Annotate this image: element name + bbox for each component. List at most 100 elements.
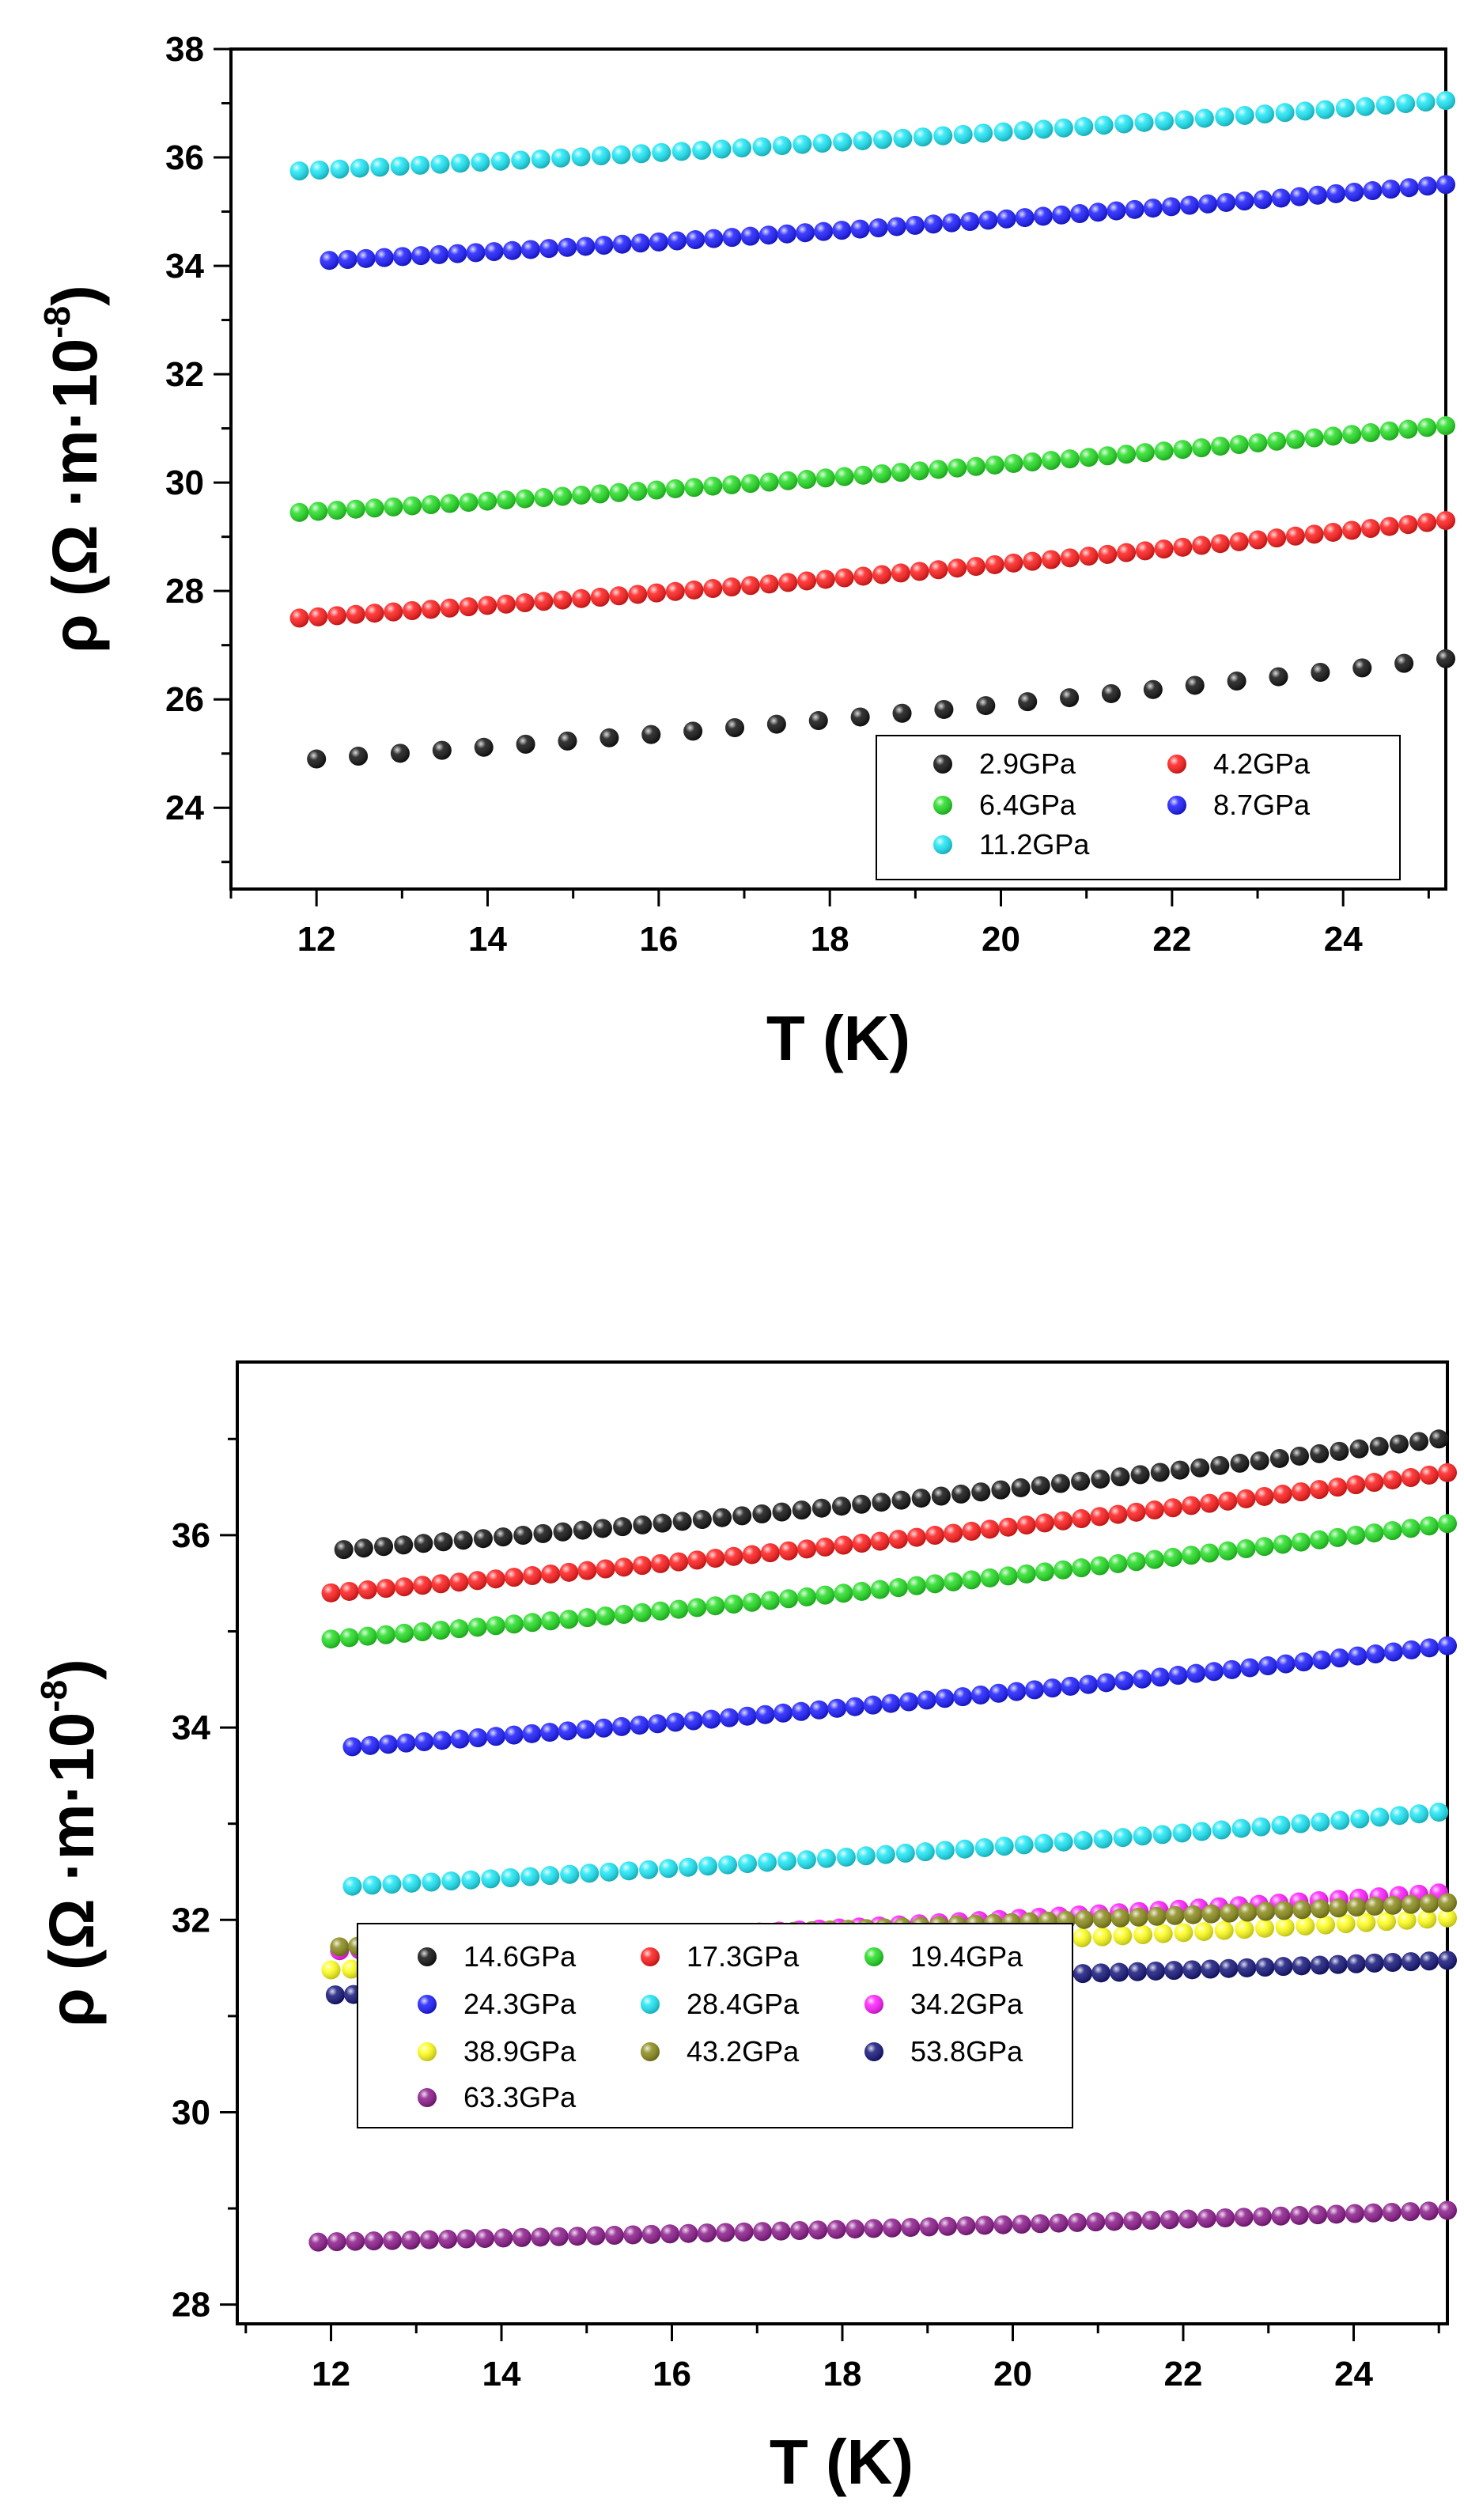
chart-1-data-point-highlight (1381, 180, 1401, 199)
chart-2-series-63.3GPa (308, 2200, 1457, 2252)
chart-1-data-point-highlight (384, 497, 403, 516)
chart-2-data-point-highlight (1031, 2214, 1050, 2234)
chart-1-data-point-highlight (1074, 117, 1094, 137)
chart-1-data-point-highlight (390, 157, 410, 176)
chart-2-data-point-highlight (449, 1572, 469, 1592)
chart-2-series-14.6GPa (334, 1429, 1449, 1560)
chart-2-data-point-highlight (1024, 1680, 1044, 1700)
chart-1-data-point-highlight (1079, 547, 1099, 566)
chart-2-data-point-highlight (1255, 1958, 1275, 1977)
chart-2-data-point-highlight (1347, 1898, 1367, 1917)
chart-2-data-point-highlight (876, 1845, 895, 1864)
chart-2-data-point-highlight (504, 1614, 524, 1634)
chart-2-data-point-highlight (334, 1540, 354, 1560)
chart-2-data-point-highlight (1172, 1823, 1192, 1843)
chart-2-data-point-highlight (357, 1626, 377, 1646)
chart-2-data-point-highlight (974, 1837, 994, 1857)
chart-1-data-point-highlight (1267, 528, 1287, 548)
chart-2-legend-marker-highlight (641, 1995, 660, 2014)
chart-2-data-point-highlight (1236, 1489, 1256, 1508)
chart-2-data-point-highlight (1397, 1910, 1417, 1930)
chart-1-data-point-highlight (478, 491, 497, 511)
chart-1-data-point-highlight (833, 132, 853, 152)
chart-2-data-point-highlight (1330, 1648, 1349, 1668)
chart-2-data-point-highlight (1364, 1473, 1384, 1493)
chart-2-data-point-highlight (327, 2232, 346, 2252)
chart-1-data-point-highlight (1396, 93, 1416, 113)
chart-2-series-17.3GPa (321, 1462, 1457, 1602)
chart-2-data-point-highlight (486, 1616, 505, 1636)
chart-2-data-point-highlight (1364, 2203, 1383, 2223)
chart-2-series-19.4GPa (321, 1514, 1457, 1649)
chart-1-data-point-highlight (410, 155, 430, 175)
chart-2-data-point-highlight (666, 1712, 686, 1732)
chart-2-data-point-highlight (1108, 1553, 1128, 1573)
chart-1-data-point-highlight (370, 157, 390, 177)
chart-2-data-point-highlight (1219, 1958, 1239, 1978)
chart-2-data-point-highlight (1164, 1961, 1184, 1981)
chart-2-data-point-highlight (1238, 1902, 1258, 1922)
chart-1-data-point-highlight (1210, 534, 1230, 554)
chart-2-data-point-highlight (1126, 1502, 1146, 1522)
chart-1-data-point-highlight (1436, 175, 1455, 195)
chart-2-data-point-highlight (431, 1621, 451, 1640)
chart-2-data-point-highlight (724, 1594, 743, 1614)
chart-2-data-point-highlight (577, 1608, 597, 1628)
chart-2-data-point-highlight (1054, 1560, 1073, 1580)
chart-1-data-point-highlight (684, 580, 704, 600)
chart-1-data-point-highlight (953, 125, 973, 145)
chart-2-legend-entries: 14.6GPa 17.3GPa 19.4GPa 24.3GPa 28.4GPa 34.2G… (418, 1940, 1023, 2113)
chart-1-data-point-highlight (1248, 530, 1268, 550)
chart-2-series-24.3GPa (342, 1636, 1457, 1757)
chart-2-data-point-highlight (449, 1619, 469, 1639)
chart-1-y-tick-label: 28 (165, 572, 204, 611)
chart-2-data-point-highlight (432, 1731, 452, 1750)
chart-2-data-point-highlight (1311, 1812, 1330, 1832)
chart-1-x-tick-label: 18 (811, 920, 849, 959)
chart-2-data-point-highlight (753, 2222, 773, 2242)
chart-1-series-4.2GPa (289, 511, 1455, 628)
chart-1-data-point-highlight (403, 496, 422, 516)
chart-2-data-point-highlight (1163, 1547, 1182, 1567)
chart-1-data-point-highlight (1117, 445, 1137, 464)
chart-1-data-point-highlight (1285, 429, 1305, 449)
chart-1-data-point-highlight (576, 236, 596, 256)
chart-2-data-point-highlight (815, 1585, 835, 1605)
chart-1-data-point-highlight (502, 240, 522, 260)
chart-2-data-point-highlight (364, 2231, 384, 2251)
chart-1-data-point-highlight (558, 237, 577, 257)
chart-2-data-point-highlight (1129, 1907, 1148, 1927)
chart-1-data-point-highlight (1248, 433, 1268, 452)
chart-2-legend-marker-highlight (641, 2042, 660, 2061)
chart-1-data-point-highlight (872, 130, 892, 149)
chart-1-data-point-highlight (365, 604, 384, 623)
chart-1-legend-marker-highlight (933, 796, 952, 815)
chart-2-data-point-highlight (659, 1859, 679, 1879)
chart-2-data-point-highlight (870, 1580, 890, 1599)
chart-1-data-point-highlight (553, 486, 573, 506)
chart-1-data-point-highlight (942, 213, 962, 233)
chart-1-data-point-highlight (652, 142, 671, 162)
chart-1-data-point-highlight (933, 126, 953, 146)
chart-2-data-point-highlight (1114, 1671, 1134, 1691)
chart-2-data-point-highlight (467, 1571, 487, 1591)
chart-2-data-point-highlight (772, 1502, 792, 1522)
chart-2-data-point-highlight (1377, 1912, 1397, 1932)
chart-1-data-point-highlight (683, 721, 703, 741)
chart-1-legend-marker-highlight (1167, 755, 1186, 774)
chart-1-data-point-highlight (553, 590, 573, 610)
chart-1-data-point-highlight (1054, 118, 1073, 138)
chart-1-data-point-highlight (327, 606, 347, 626)
chart-1-data-point-highlight (704, 229, 724, 248)
chart-2-data-point-highlight (864, 2219, 883, 2238)
chart-2-data-point-highlight (998, 1566, 1018, 1586)
chart-1-data-point-highlight (478, 596, 497, 615)
chart-2-data-point-highlight (1401, 1468, 1420, 1488)
chart-1-data-point-highlight (1094, 115, 1114, 135)
chart-1-data-point-highlight (356, 248, 376, 268)
chart-2-data-point-highlight (1133, 1669, 1152, 1689)
chart-2-data-point-highlight (1170, 1460, 1190, 1480)
chart-2-legend-label: 43.2GPa (687, 2035, 800, 2068)
chart-1-data-point-highlight (600, 728, 619, 747)
chart-2-data-point-highlight (395, 1623, 414, 1643)
